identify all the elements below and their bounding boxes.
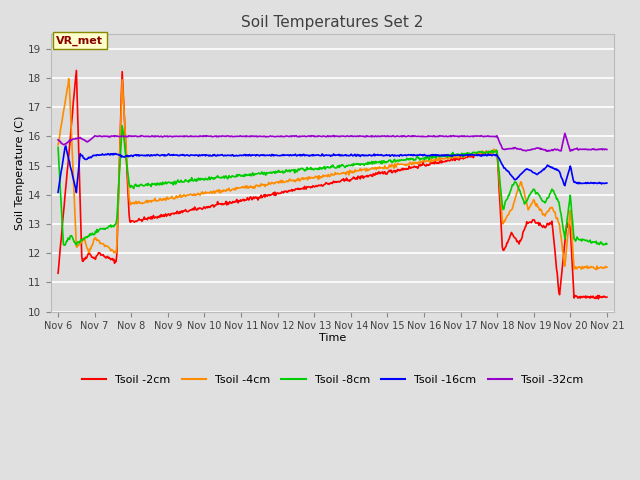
Tsoil -32cm xyxy=(54,137,62,143)
Tsoil -32cm xyxy=(603,146,611,152)
Line: Tsoil -32cm: Tsoil -32cm xyxy=(58,133,607,151)
Tsoil -32cm xyxy=(415,133,423,139)
Line: Tsoil -16cm: Tsoil -16cm xyxy=(58,146,607,192)
Tsoil -2cm xyxy=(603,294,611,300)
Tsoil -32cm xyxy=(399,133,407,139)
Tsoil -8cm xyxy=(207,176,214,181)
Tsoil -32cm xyxy=(177,133,184,139)
Tsoil -16cm xyxy=(65,157,72,163)
Tsoil -2cm xyxy=(177,208,185,214)
X-axis label: Time: Time xyxy=(319,333,346,343)
Tsoil -8cm xyxy=(54,144,62,150)
Tsoil -16cm xyxy=(178,152,186,158)
Tsoil -2cm xyxy=(72,68,80,73)
Tsoil -4cm xyxy=(603,264,611,270)
Y-axis label: Soil Temperature (C): Soil Temperature (C) xyxy=(15,116,25,230)
Tsoil -4cm xyxy=(206,190,214,195)
Tsoil -4cm xyxy=(65,76,72,82)
Tsoil -4cm xyxy=(416,161,424,167)
Tsoil -2cm xyxy=(400,166,408,171)
Tsoil -2cm xyxy=(64,161,72,167)
Tsoil -4cm xyxy=(593,267,600,273)
Tsoil -4cm xyxy=(177,194,185,200)
Tsoil -16cm xyxy=(122,153,130,159)
Tsoil -4cm xyxy=(400,162,408,168)
Line: Tsoil -4cm: Tsoil -4cm xyxy=(58,79,607,270)
Tsoil -2cm xyxy=(416,162,424,168)
Legend: Tsoil -2cm, Tsoil -4cm, Tsoil -8cm, Tsoil -16cm, Tsoil -32cm: Tsoil -2cm, Tsoil -4cm, Tsoil -8cm, Tsoi… xyxy=(77,371,588,389)
Line: Tsoil -8cm: Tsoil -8cm xyxy=(58,126,607,245)
Tsoil -32cm xyxy=(205,133,213,139)
Tsoil -16cm xyxy=(207,153,214,158)
Tsoil -8cm xyxy=(118,123,126,129)
Tsoil -8cm xyxy=(122,156,130,161)
Text: VR_met: VR_met xyxy=(56,36,104,46)
Tsoil -16cm xyxy=(417,152,424,157)
Tsoil -2cm xyxy=(54,270,62,276)
Tsoil -16cm xyxy=(62,143,70,149)
Tsoil -16cm xyxy=(72,190,80,195)
Tsoil -4cm xyxy=(64,83,72,89)
Tsoil -2cm xyxy=(595,296,602,302)
Tsoil -8cm xyxy=(603,241,611,247)
Tsoil -2cm xyxy=(122,132,129,138)
Line: Tsoil -2cm: Tsoil -2cm xyxy=(58,71,607,299)
Tsoil -8cm xyxy=(178,179,186,185)
Tsoil -8cm xyxy=(401,157,408,163)
Tsoil -4cm xyxy=(122,128,129,133)
Tsoil -16cm xyxy=(401,152,408,158)
Title: Soil Temperatures Set 2: Soil Temperatures Set 2 xyxy=(241,15,424,30)
Tsoil -32cm xyxy=(64,139,72,145)
Tsoil -8cm xyxy=(65,236,72,241)
Tsoil -16cm xyxy=(54,190,62,195)
Tsoil -16cm xyxy=(603,180,611,186)
Tsoil -4cm xyxy=(54,142,62,148)
Tsoil -32cm xyxy=(120,133,128,139)
Tsoil -2cm xyxy=(206,204,214,210)
Tsoil -8cm xyxy=(417,156,424,162)
Tsoil -32cm xyxy=(561,131,569,136)
Tsoil -32cm xyxy=(543,148,551,154)
Tsoil -8cm xyxy=(60,242,68,248)
